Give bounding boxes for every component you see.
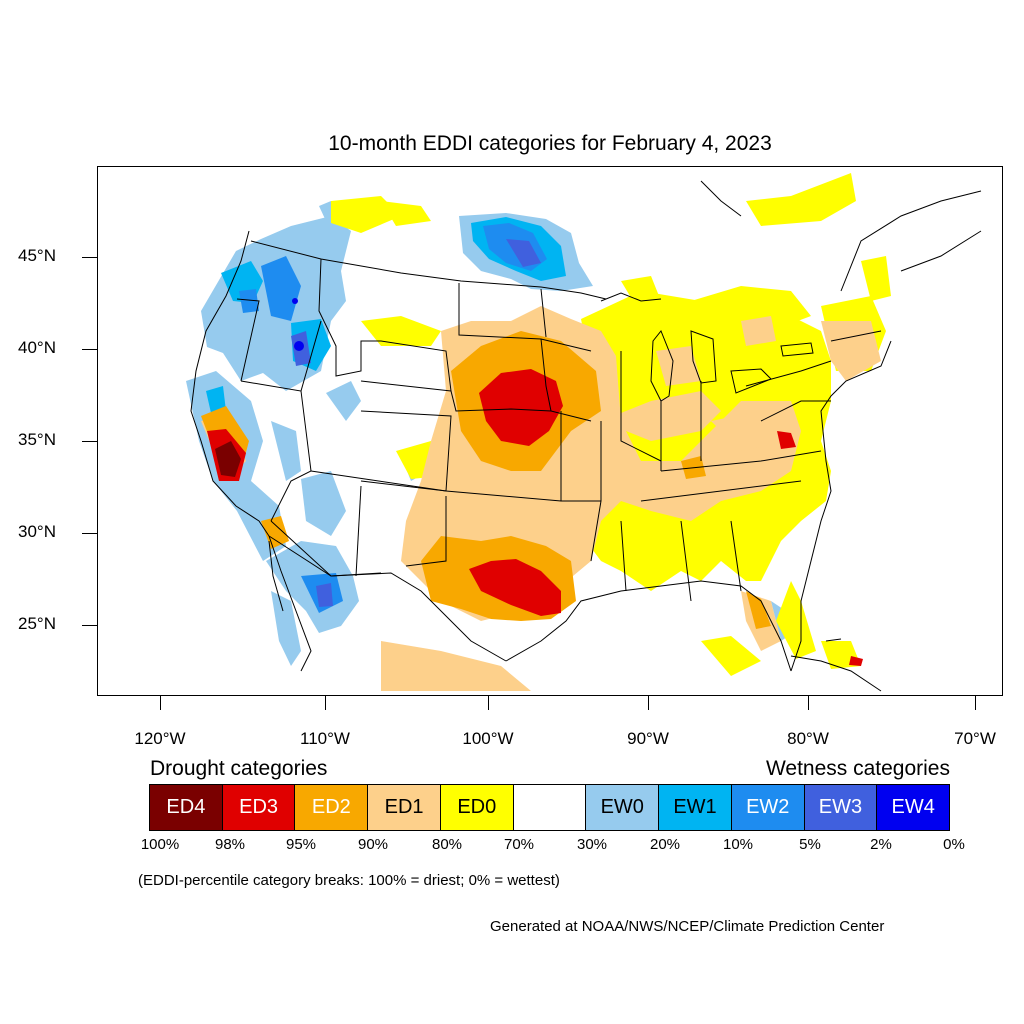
eddi-map (97, 166, 1003, 696)
lat-label-35: 35°N (18, 430, 56, 449)
legend-label: EW3 (818, 796, 863, 818)
legend-label: EW1 (673, 796, 717, 818)
lat-label-30: 30°N (18, 522, 56, 541)
lon-label-90: 90°W (627, 729, 669, 748)
legend-box-ew3: EW3 (803, 784, 878, 831)
lat-tick (82, 625, 97, 626)
legend-box-ew2: EW2 (730, 784, 805, 831)
break-label: 95% (285, 836, 317, 853)
legend-box-ew0: EW0 (585, 784, 660, 831)
legend-box-ew4: EW4 (876, 784, 951, 831)
ed4-regions (215, 441, 241, 477)
legend-label: EW2 (746, 796, 790, 818)
lon-tick (808, 696, 809, 710)
break-label: 98% (214, 836, 246, 853)
legend-box-ew1: EW1 (658, 784, 732, 831)
ew4-regions (292, 298, 304, 351)
category-breaks-note: (EDDI-percentile category breaks: 100% =… (138, 872, 560, 889)
lon-label-120: 120°W (134, 729, 186, 748)
lon-tick (488, 696, 489, 710)
legend-label: ED2 (311, 796, 351, 818)
break-label: 90% (357, 836, 389, 853)
legend-label: ED1 (384, 796, 424, 818)
legend-box-ed3: ED3 (221, 784, 296, 831)
lat-tick (82, 257, 97, 258)
legend-box-neutral (512, 784, 587, 831)
ed3-regions (207, 369, 863, 666)
legend-box-ed0: ED0 (439, 784, 514, 831)
legend-label: EW0 (600, 796, 644, 818)
legend-label: ED3 (239, 796, 279, 818)
break-label: 10% (722, 836, 754, 853)
lon-tick (160, 696, 161, 710)
lon-label-100: 100°W (462, 729, 514, 748)
category-legend: ED4 ED3 ED2 ED1 ED0 EW0 EW1 EW2 EW3 EW4 (149, 784, 951, 831)
lon-tick (325, 696, 326, 710)
lon-label-80: 80°W (787, 729, 829, 748)
break-label: 20% (649, 836, 681, 853)
lon-label-70: 70°W (954, 729, 996, 748)
break-label: 70% (503, 836, 535, 853)
lat-label-25: 25°N (18, 614, 56, 633)
break-label: 2% (870, 836, 892, 853)
boundaries (190, 180, 982, 692)
credit-line: Generated at NOAA/NWS/NCEP/Climate Predi… (490, 918, 885, 935)
lat-tick (82, 533, 97, 534)
legend-label: ED4 (166, 796, 206, 818)
legend-box-ed4: ED4 (149, 784, 223, 831)
lat-tick (82, 441, 97, 442)
break-label: 80% (431, 836, 463, 853)
legend-box-ed2: ED2 (294, 784, 369, 831)
break-label: 30% (576, 836, 608, 853)
legend-label: ED0 (457, 796, 497, 818)
lon-label-110: 110°W (300, 729, 350, 748)
break-label: 5% (799, 836, 821, 853)
break-label: 100% (140, 836, 180, 853)
lat-tick (82, 349, 97, 350)
drought-heading: Drought categories (150, 757, 328, 780)
map-title: 10-month EDDI categories for February 4,… (328, 132, 772, 155)
legend-label: EW4 (891, 796, 935, 818)
lat-label-45: 45°N (18, 246, 56, 265)
lat-label-40: 40°N (18, 338, 56, 357)
break-label: 0% (943, 836, 965, 853)
wetness-heading: Wetness categories (765, 757, 950, 780)
legend-box-ed1: ED1 (367, 784, 441, 831)
lon-tick (975, 696, 976, 710)
lon-tick (648, 696, 649, 710)
